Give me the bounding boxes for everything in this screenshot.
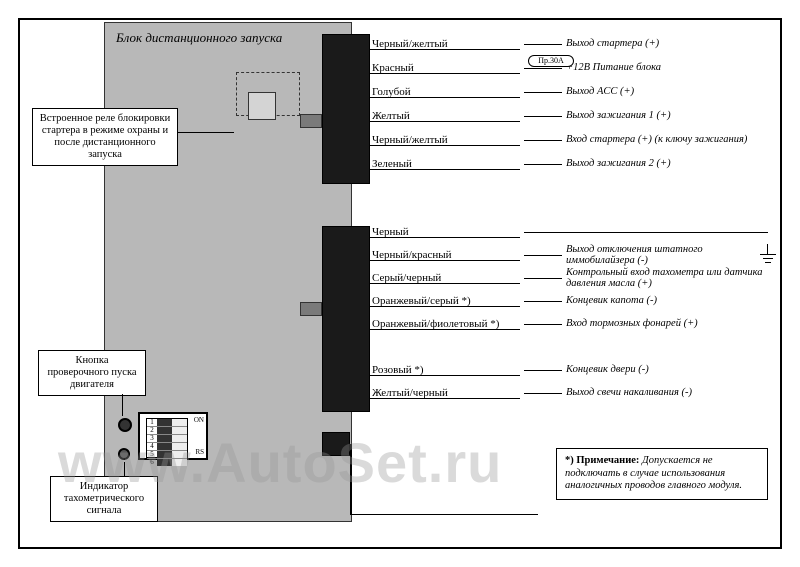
wire-desc: Контрольный вход тахометра или датчика д… <box>562 267 772 289</box>
bottom-wire-h <box>350 514 538 515</box>
wire-underline <box>370 49 520 50</box>
wire-row: Розовый *)Концевик двери (-) <box>370 360 772 380</box>
wire-desc: Концевик капота (-) <box>562 295 772 306</box>
tach-indicator-led <box>118 448 130 460</box>
connector-middle <box>322 226 370 412</box>
ground-symbol <box>758 244 778 266</box>
wire-row: Серый/черныйКонтрольный вход тахометра и… <box>370 268 772 288</box>
ground-wire <box>562 232 768 233</box>
wire-line <box>524 370 562 371</box>
wire-row: Оранжевый/серый *)Концевик капота (-) <box>370 291 772 311</box>
leader-button <box>122 394 123 416</box>
wire-desc: Концевик двери (-) <box>562 364 772 375</box>
dip-switch[interactable]: 3 <box>147 434 187 442</box>
wire-row: ЖелтыйВыход зажигания 1 (+) <box>370 106 772 126</box>
test-start-button[interactable] <box>118 418 132 432</box>
footnote-prefix: *) Примечание: <box>565 455 639 466</box>
wire-desc: +12В Питание блока <box>562 62 772 73</box>
wire-line <box>524 68 562 69</box>
callout-relay: Встроенное реле блокировки стартера в ре… <box>32 108 178 166</box>
wire-line <box>524 393 562 394</box>
dip-switch[interactable]: 1 <box>147 419 187 426</box>
wire-row: Оранжевый/фиолетовый *)Вход тормозных фо… <box>370 314 772 334</box>
wire-underline <box>370 121 520 122</box>
wire-underline <box>370 375 520 376</box>
wire-line <box>524 255 562 256</box>
bottom-wire-v <box>350 444 354 514</box>
wire-desc: Выход стартера (+) <box>562 38 772 49</box>
dip-switch[interactable]: 2 <box>147 426 187 434</box>
wire-line <box>524 164 562 165</box>
dip-switch[interactable]: 4 <box>147 442 187 450</box>
wire-desc: Выход зажигания 2 (+) <box>562 158 772 169</box>
wire-desc: Выход ACC (+) <box>562 86 772 97</box>
wire-row: ЗеленыйВыход зажигания 2 (+) <box>370 154 772 174</box>
wire-row: Черный/желтыйВыход стартера (+) <box>370 34 772 54</box>
wire-underline <box>370 169 520 170</box>
callout-button: Кнопка проверочного пуска двигателя <box>38 350 146 396</box>
connector-stub-1 <box>300 114 322 128</box>
dip-switch-panel: 123456 ON RS <box>138 412 208 460</box>
wire-underline <box>370 306 520 307</box>
module-title: Блок дистанционного запуска <box>116 30 296 46</box>
wire-line <box>524 92 562 93</box>
wire-line <box>524 140 562 141</box>
connector-top <box>322 34 370 184</box>
wire-row: Черный/желтыйВход стартера (+) (к ключу … <box>370 130 772 150</box>
wire-underline <box>370 237 520 238</box>
wire-underline <box>370 329 520 330</box>
wire-line <box>524 116 562 117</box>
wire-line <box>524 324 562 325</box>
dip-label-rs: RS <box>195 448 204 456</box>
wire-desc: Выход свечи накаливания (-) <box>562 387 772 398</box>
footnote-box: *) Примечание: Допускается не подключать… <box>556 448 768 500</box>
callout-indicator: Индикатор тахометрического сигнала <box>50 476 158 522</box>
wire-line <box>524 44 562 45</box>
dip-switch[interactable]: 6 <box>147 458 187 466</box>
wire-row: ГолубойВыход ACC (+) <box>370 82 772 102</box>
wire-underline <box>370 97 520 98</box>
wire-line <box>524 232 562 233</box>
wire-underline <box>370 73 520 74</box>
connector-stub-2 <box>300 302 322 316</box>
leader-relay <box>178 132 234 133</box>
dip-switch[interactable]: 5 <box>147 450 187 458</box>
relay-icon <box>248 92 276 120</box>
fuse-30a: Пр.30А <box>528 55 574 67</box>
dip-label-on: ON <box>194 416 204 424</box>
wire-underline <box>370 283 520 284</box>
wire-underline <box>370 398 520 399</box>
wire-underline <box>370 145 520 146</box>
wire-row: Черный/красныйВыход отключения штатного … <box>370 245 772 265</box>
wire-desc: Выход зажигания 1 (+) <box>562 110 772 121</box>
leader-indicator <box>124 462 125 476</box>
wire-line <box>524 301 562 302</box>
connector-bottom <box>322 432 350 456</box>
wire-row: Желтый/черныйВыход свечи накаливания (-) <box>370 383 772 403</box>
wire-desc: Выход отключения штатного иммобилайзера … <box>562 244 772 266</box>
wire-desc: Вход стартера (+) (к ключу зажигания) <box>562 134 772 145</box>
wire-desc: Вход тормозных фонарей (+) <box>562 318 772 329</box>
wire-line <box>524 278 562 279</box>
wire-underline <box>370 260 520 261</box>
